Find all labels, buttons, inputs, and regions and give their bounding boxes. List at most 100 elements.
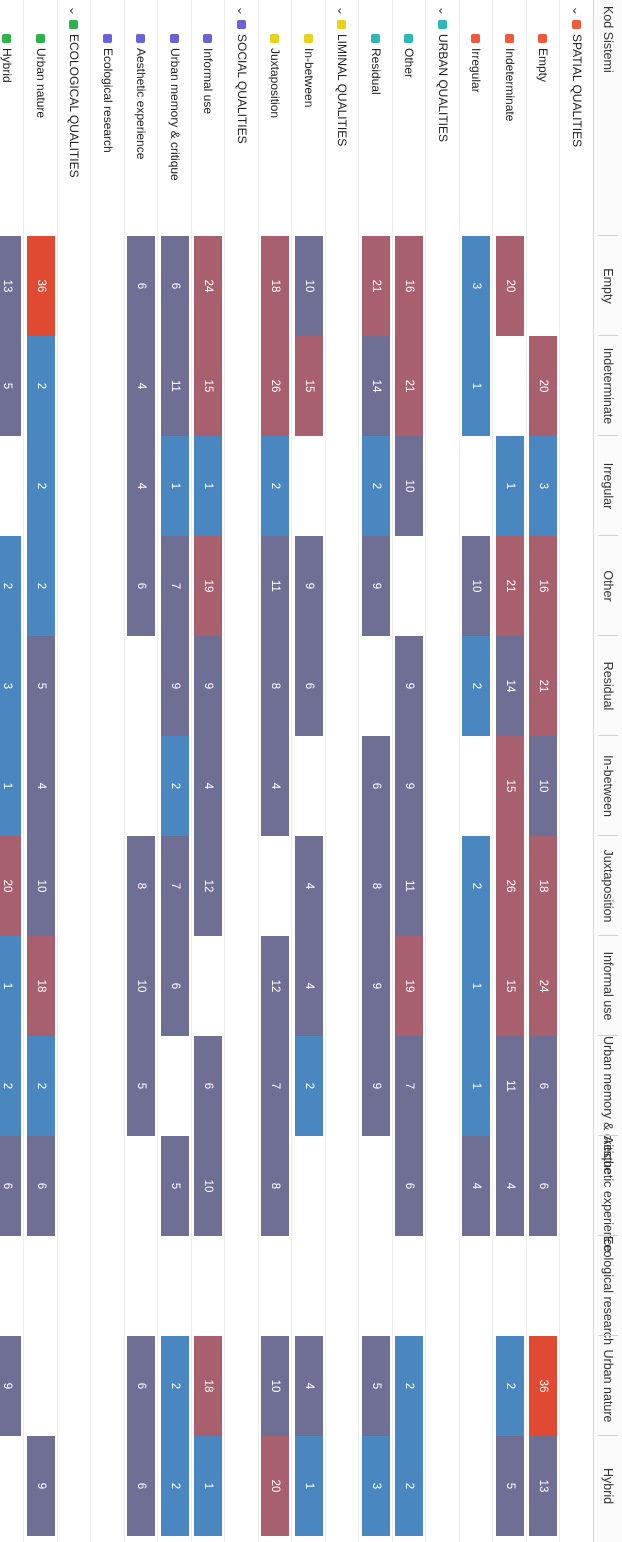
heatmap-cell[interactable]: 6 bbox=[0, 1136, 22, 1236]
heatmap-cell[interactable]: 36 bbox=[529, 1336, 558, 1436]
column-header-aesthetic-experience[interactable]: Aesthetic experience bbox=[601, 1136, 615, 1253]
heatmap-cell[interactable]: 1 bbox=[295, 1436, 323, 1536]
heatmap-cell[interactable]: 3 bbox=[529, 436, 558, 536]
heatmap-cell[interactable]: 10 bbox=[194, 1136, 223, 1236]
heatmap-cell[interactable]: 1 bbox=[194, 1436, 223, 1536]
heatmap-cell[interactable]: 11 bbox=[261, 536, 290, 636]
heatmap-cell[interactable]: 18 bbox=[27, 936, 55, 1036]
row-label-empty[interactable]: Empty bbox=[536, 48, 551, 83]
heatmap-cell[interactable]: 6 bbox=[194, 1036, 223, 1136]
heatmap-cell[interactable]: 2 bbox=[161, 1436, 189, 1536]
heatmap-cell[interactable]: 6 bbox=[161, 236, 189, 336]
heatmap-cell[interactable]: 20 bbox=[261, 1436, 290, 1536]
heatmap-cell[interactable]: 18 bbox=[194, 1336, 223, 1436]
heatmap-cell[interactable]: 4 bbox=[27, 736, 55, 836]
heatmap-cell[interactable]: 5 bbox=[496, 1436, 524, 1536]
heatmap-cell[interactable]: 2 bbox=[395, 1436, 424, 1536]
column-header-empty[interactable]: Empty bbox=[601, 268, 615, 304]
heatmap-cell[interactable]: 2 bbox=[295, 1036, 323, 1136]
heatmap-cell[interactable]: 1 bbox=[0, 936, 22, 1036]
heatmap-cell[interactable]: 2 bbox=[0, 536, 22, 636]
heatmap-cell[interactable]: 4 bbox=[127, 436, 156, 536]
heatmap-cell[interactable]: 13 bbox=[529, 1436, 558, 1536]
column-header-in-between[interactable]: In-between bbox=[601, 755, 615, 817]
heatmap-cell[interactable]: 9 bbox=[395, 636, 424, 736]
heatmap-cell[interactable]: 19 bbox=[395, 936, 424, 1036]
row-label-aesthetic-experience[interactable]: Aesthetic experience bbox=[134, 48, 149, 160]
heatmap-cell[interactable]: 10 bbox=[27, 836, 55, 936]
heatmap-cell[interactable]: 15 bbox=[295, 336, 323, 436]
heatmap-cell[interactable]: 11 bbox=[496, 1036, 524, 1136]
heatmap-cell[interactable]: 2 bbox=[0, 1036, 22, 1136]
heatmap-cell[interactable]: 4 bbox=[194, 736, 223, 836]
heatmap-cell[interactable]: 5 bbox=[362, 1336, 390, 1436]
heatmap-cell[interactable]: 1 bbox=[462, 1036, 491, 1136]
heatmap-cell[interactable]: 6 bbox=[127, 1436, 156, 1536]
heatmap-cell[interactable]: 21 bbox=[395, 336, 424, 436]
column-header-urban-memory-and-critique[interactable]: Urban memory & critique bbox=[601, 1036, 615, 1175]
row-label-ecological-research[interactable]: Ecological research bbox=[101, 48, 115, 153]
column-header-ecological-research[interactable]: Ecological research bbox=[601, 1236, 615, 1346]
heatmap-cell[interactable]: 7 bbox=[261, 1036, 290, 1136]
collapse-chevron-icon[interactable]: ⌄ bbox=[570, 5, 585, 17]
heatmap-cell[interactable]: 5 bbox=[27, 636, 55, 736]
heatmap-cell[interactable]: 13 bbox=[0, 236, 22, 336]
heatmap-cell[interactable]: 4 bbox=[295, 936, 323, 1036]
heatmap-cell[interactable]: 24 bbox=[194, 236, 223, 336]
heatmap-cell[interactable]: 9 bbox=[295, 536, 323, 636]
heatmap-cell[interactable]: 4 bbox=[261, 736, 290, 836]
heatmap-cell[interactable]: 4 bbox=[295, 836, 323, 936]
heatmap-cell[interactable]: 8 bbox=[261, 1136, 290, 1236]
row-label-indeterminate[interactable]: Indeterminate bbox=[503, 48, 517, 122]
heatmap-cell[interactable]: 11 bbox=[395, 836, 424, 936]
row-label-ecological-qualities[interactable]: ECOLOGICAL QUALITIES bbox=[67, 34, 82, 178]
heatmap-cell[interactable]: 11 bbox=[161, 336, 189, 436]
heatmap-cell[interactable]: 2 bbox=[496, 1336, 524, 1436]
heatmap-cell[interactable]: 2 bbox=[161, 736, 189, 836]
row-label-residual[interactable]: Residual bbox=[369, 48, 383, 95]
heatmap-cell[interactable]: 5 bbox=[161, 1136, 189, 1236]
heatmap-cell[interactable]: 7 bbox=[161, 536, 189, 636]
column-header-hybrid[interactable]: Hybrid bbox=[601, 1467, 615, 1505]
column-header-informal-use[interactable]: Informal use bbox=[601, 951, 615, 1021]
heatmap-cell[interactable]: 9 bbox=[395, 736, 424, 836]
row-label-other[interactable]: Other bbox=[402, 48, 417, 79]
heatmap-cell[interactable]: 3 bbox=[362, 1436, 390, 1536]
heatmap-cell[interactable]: 2 bbox=[462, 836, 491, 936]
heatmap-cell[interactable]: 7 bbox=[161, 836, 189, 936]
heatmap-cell[interactable]: 1 bbox=[496, 436, 524, 536]
heatmap-cell[interactable]: 21 bbox=[496, 536, 524, 636]
heatmap-cell[interactable]: 6 bbox=[529, 1136, 558, 1236]
heatmap-cell[interactable]: 2 bbox=[27, 536, 55, 636]
column-header-urban-nature[interactable]: Urban nature bbox=[601, 1349, 615, 1423]
heatmap-cell[interactable]: 9 bbox=[362, 1036, 390, 1136]
heatmap-cell[interactable]: 16 bbox=[529, 536, 558, 636]
row-label-urban-qualities[interactable]: URBAN QUALITIES bbox=[436, 34, 450, 143]
heatmap-cell[interactable]: 10 bbox=[127, 936, 156, 1036]
heatmap-cell[interactable]: 9 bbox=[362, 936, 390, 1036]
heatmap-cell[interactable]: 8 bbox=[362, 836, 390, 936]
heatmap-cell[interactable]: 2 bbox=[395, 1336, 424, 1436]
row-label-hybrid[interactable]: Hybrid bbox=[0, 48, 15, 83]
heatmap-cell[interactable]: 6 bbox=[529, 1036, 558, 1136]
column-header-irregular[interactable]: Irregular bbox=[601, 462, 615, 510]
heatmap-cell[interactable]: 10 bbox=[462, 536, 491, 636]
heatmap-cell[interactable]: 4 bbox=[462, 1136, 491, 1236]
row-label-informal-use[interactable]: Informal use bbox=[201, 48, 216, 115]
collapse-chevron-icon[interactable]: ⌄ bbox=[235, 5, 250, 17]
heatmap-cell[interactable]: 4 bbox=[496, 1136, 524, 1236]
collapse-chevron-icon[interactable]: ⌄ bbox=[67, 5, 83, 17]
heatmap-cell[interactable]: 10 bbox=[295, 236, 323, 336]
heatmap-cell[interactable]: 2 bbox=[362, 436, 390, 536]
collapse-chevron-icon[interactable]: ⌄ bbox=[436, 5, 451, 17]
column-header-indeterminate[interactable]: Indeterminate bbox=[601, 347, 615, 425]
heatmap-cell[interactable]: 2 bbox=[261, 436, 290, 536]
heatmap-cell[interactable]: 12 bbox=[194, 836, 223, 936]
row-label-in-between[interactable]: In-between bbox=[302, 48, 316, 108]
heatmap-cell[interactable]: 15 bbox=[496, 736, 524, 836]
collapse-chevron-icon[interactable]: ⌄ bbox=[335, 5, 351, 17]
row-label-irregular[interactable]: Irregular bbox=[469, 48, 484, 93]
heatmap-cell[interactable]: 6 bbox=[395, 1136, 424, 1236]
heatmap-cell[interactable]: 5 bbox=[0, 336, 22, 436]
heatmap-cell[interactable]: 15 bbox=[496, 936, 524, 1036]
